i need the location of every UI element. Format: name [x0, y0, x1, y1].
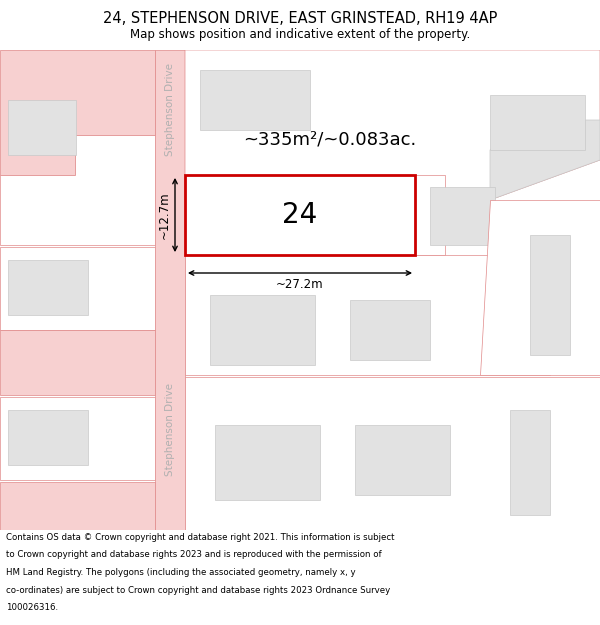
Polygon shape [0, 135, 155, 245]
Polygon shape [490, 120, 600, 200]
Polygon shape [155, 50, 185, 530]
Bar [510, 410, 550, 515]
Bar [8, 410, 88, 465]
Polygon shape [0, 397, 155, 480]
Bar [8, 260, 88, 315]
Polygon shape [185, 50, 600, 200]
Bar [200, 70, 310, 130]
Polygon shape [185, 175, 445, 255]
Bar [430, 187, 495, 245]
Polygon shape [0, 50, 155, 175]
Text: ~12.7m: ~12.7m [158, 191, 171, 239]
Bar [490, 95, 585, 150]
Text: Map shows position and indicative extent of the property.: Map shows position and indicative extent… [130, 28, 470, 41]
Bar [205, 187, 320, 245]
Polygon shape [0, 330, 155, 395]
Polygon shape [480, 200, 600, 375]
Text: 24: 24 [283, 201, 317, 229]
Bar [8, 100, 76, 155]
Text: to Crown copyright and database rights 2023 and is reproduced with the permissio: to Crown copyright and database rights 2… [6, 551, 382, 559]
Bar [350, 300, 430, 360]
Bar [215, 425, 320, 500]
Text: Stephenson Drive: Stephenson Drive [165, 384, 175, 476]
Polygon shape [0, 482, 155, 530]
Text: ~335m²/~0.083ac.: ~335m²/~0.083ac. [244, 131, 416, 149]
Polygon shape [185, 377, 600, 530]
Bar [210, 295, 315, 365]
Polygon shape [0, 247, 155, 330]
Text: HM Land Registry. The polygons (including the associated geometry, namely x, y: HM Land Registry. The polygons (includin… [6, 568, 356, 577]
Bar [185, 175, 415, 255]
Polygon shape [185, 255, 550, 375]
Text: Contains OS data © Crown copyright and database right 2021. This information is : Contains OS data © Crown copyright and d… [6, 533, 395, 542]
Bar [355, 425, 450, 495]
Bar [530, 235, 570, 355]
Text: 24, STEPHENSON DRIVE, EAST GRINSTEAD, RH19 4AP: 24, STEPHENSON DRIVE, EAST GRINSTEAD, RH… [103, 11, 497, 26]
Text: ~27.2m: ~27.2m [276, 278, 324, 291]
Text: Stephenson Drive: Stephenson Drive [165, 64, 175, 156]
Text: 100026316.: 100026316. [6, 603, 58, 612]
Text: co-ordinates) are subject to Crown copyright and database rights 2023 Ordnance S: co-ordinates) are subject to Crown copyr… [6, 586, 390, 594]
